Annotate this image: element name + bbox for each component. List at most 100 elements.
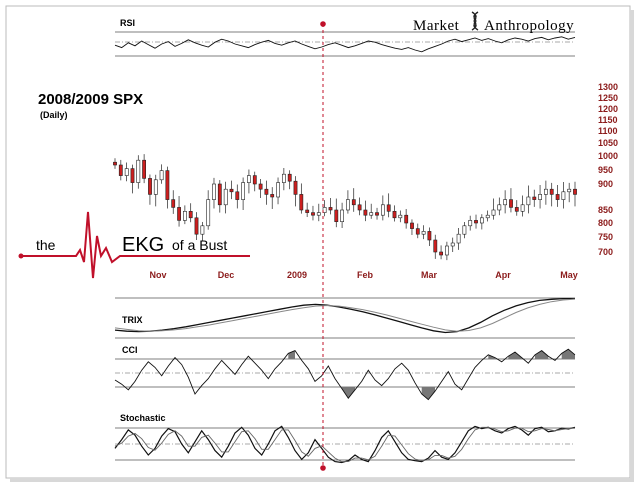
y-tick-label: 900 [598,179,613,189]
candle-body [462,225,467,235]
x-tick-label: Dec [218,270,235,280]
reference-line-bottom-dot [320,465,326,471]
candle-body [247,175,251,183]
trix-panel: TRIX [114,297,576,339]
candle-body [130,168,135,183]
cci-extreme-fill [535,350,549,359]
y-tick-label: 950 [598,165,613,175]
candle-body [270,194,275,198]
y-tick-label: 700 [598,247,613,257]
candle-body [113,161,117,166]
candle-body [386,204,391,212]
candle-body [532,196,537,200]
candle-body [252,175,257,185]
candle-body [526,196,531,206]
candle-body [561,191,566,200]
rsi-line [114,36,576,53]
stochastic-line [114,426,576,463]
cci-panel: CCI [114,345,576,401]
candle-body [124,168,129,176]
month-x-axis: Nov Dec 2009 Feb Mar Apr May [149,270,577,280]
stochastic-panel: Stochastic [114,413,576,464]
candle-body [305,209,310,213]
candle-body [410,222,414,229]
y-tick-label: 1300 [598,82,618,92]
candle-body [567,188,572,193]
candle-body [433,239,438,253]
rsi-panel: RSI [114,18,576,57]
candle-body [509,199,513,208]
cci-extreme-fill [341,387,355,399]
reference-line-top-dot [320,21,326,27]
y-tick-label: 1150 [598,115,618,125]
candle-body [142,159,147,179]
candle-body [212,183,216,200]
candle-body [340,209,345,222]
figure-shadow-right [630,10,634,482]
candle-body [281,173,286,183]
trix-series [114,297,576,334]
stochastic-series [114,425,576,464]
candle-body [200,225,205,235]
trix-line [114,297,575,334]
cci-extreme-fill [508,352,522,359]
candle-body [439,251,444,256]
y-tick-label: 1250 [598,93,618,103]
candle-body [206,199,211,227]
candle-body [241,182,246,200]
candle-body [148,178,152,195]
ekg-word-ekg: EKG [122,234,164,256]
candle-body [171,199,176,208]
candle-body [479,217,484,224]
price-y-axis: 700 750 800 850 900 950 1000 1050 11001150120012… [598,82,618,257]
candle-body [497,204,502,211]
y-tick-label: 850 [598,205,613,215]
candle-body [415,228,420,235]
figure-border [5,5,631,479]
candle-body [543,188,548,195]
y-tick-label: 800 [598,218,613,228]
candle-body [503,199,508,206]
x-tick-label: 2009 [287,270,307,280]
candle-body [456,233,461,244]
y-tick-label: 1000 [598,151,618,161]
candle-body [311,212,315,216]
candle-body [293,180,298,195]
candle-body [334,209,339,222]
brand-word-market: Market [413,18,460,34]
candle-body [183,211,187,221]
candle-body [264,188,269,195]
candle-body [404,214,409,224]
y-tick-label: 1200 [598,104,618,114]
candle-body [375,212,379,216]
candle-body [514,207,519,212]
chart-title: 2008/2009 SPX [38,91,143,108]
candle-body [229,188,234,193]
candle-body [351,199,356,206]
candle-body [223,188,228,206]
rsi-label: RSI [120,18,135,28]
cci-label: CCI [122,345,138,355]
candle-body [363,209,368,216]
y-tick-label: 1050 [598,138,618,148]
candle-body [392,211,397,219]
candle-body [538,194,543,200]
candle-body [299,194,304,211]
ekg-trace-line [20,211,250,279]
cci-line [114,348,576,401]
rsi-series [114,36,576,53]
candle-body [316,212,321,216]
candle-body [258,183,263,190]
candle-body [555,194,560,200]
candle-body [474,220,478,224]
chart-subtitle: (Daily) [40,110,68,120]
y-tick-label: 1100 [598,126,618,136]
candle-body [491,209,496,216]
candle-body [136,159,141,183]
candle-body [345,199,350,211]
y-tick-label: 750 [598,232,613,242]
x-tick-label: Nov [149,270,166,280]
trix-label: TRIX [122,315,143,325]
ekg-word-the: the [36,237,56,253]
